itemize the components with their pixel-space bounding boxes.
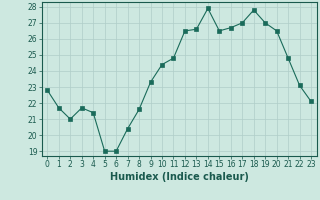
X-axis label: Humidex (Indice chaleur): Humidex (Indice chaleur) [110,172,249,182]
